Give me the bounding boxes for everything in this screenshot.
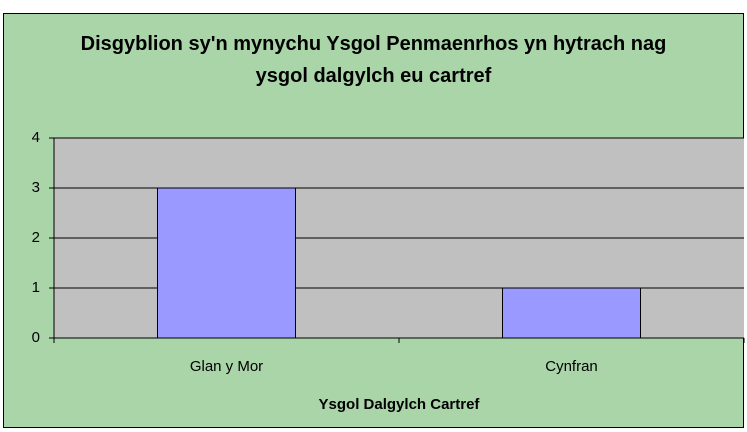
- y-tick-label: 1: [32, 279, 40, 296]
- y-tick-label: 4: [32, 129, 40, 146]
- y-tick-label: 2: [32, 229, 40, 246]
- chart-title-box: Disgyblion sy'n mynychu Ysgol Penmaenrho…: [80, 33, 667, 87]
- chart-title: Disgyblion sy'n mynychu Ysgol Penmaenrho…: [80, 33, 667, 87]
- y-tick-label: 0: [32, 329, 40, 346]
- x-axis-label: Ysgol Dalgylch Cartref: [319, 396, 481, 413]
- bar: [502, 287, 641, 339]
- y-tick-label: 3: [32, 179, 40, 196]
- x-tick-label: Glan y Mor: [190, 358, 263, 375]
- x-tick-label: Cynfran: [545, 358, 598, 375]
- bar: [157, 187, 296, 339]
